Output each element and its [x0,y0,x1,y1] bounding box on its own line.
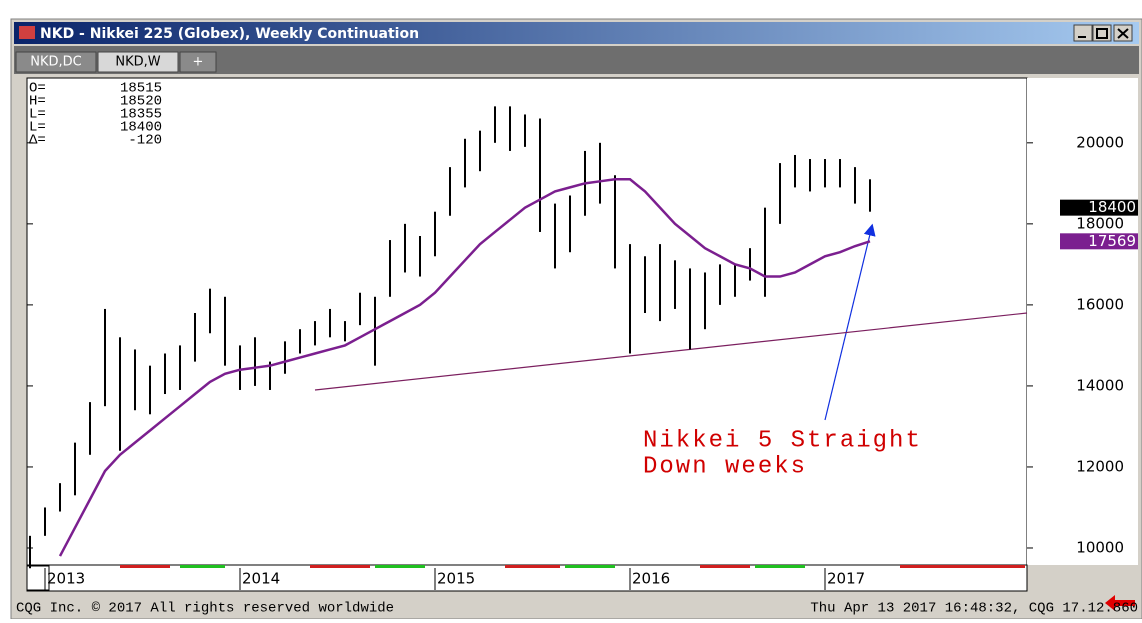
quote-label: H= [29,94,46,110]
last-value-box [1060,233,1138,250]
quote-value: 18520 [120,94,162,110]
tab[interactable] [97,51,179,73]
window-buttons[interactable] [1073,24,1133,42]
quote-label: Δ= [29,133,46,149]
corner-box [26,565,50,591]
period-strip [120,565,1025,568]
y-tick-label: 16000 [1076,295,1124,313]
quote-label: L= [29,107,46,123]
x-tick-label: 2017 [827,570,865,588]
x-tick-label: 2015 [437,570,475,588]
y-tick-label: 12000 [1076,457,1124,475]
quote-value: 18515 [120,81,162,97]
footer-right: Thu Apr 13 2017 16:48:32, CQG 17.12.860 [810,601,1138,617]
tab-label: NKD,W [115,55,160,70]
price-axis [1027,78,1138,565]
last-value-label: 18400 [1088,198,1136,216]
y-tick-label: 10000 [1076,538,1124,556]
app-icon [19,26,35,39]
scroll-arrow[interactable] [1105,595,1135,611]
tab[interactable] [15,51,97,73]
title-bar [14,22,1139,44]
annotation-line: Nikkei 5 Straight [643,427,922,454]
plot-area [26,77,1028,566]
tab-label: NKD,DC [30,55,81,70]
quote-value: 18400 [120,120,162,136]
annotation-arrow [824,223,876,421]
y-tick-label: 20000 [1076,133,1124,151]
y-tick-label: 14000 [1076,376,1124,394]
window-title: NKD - Nikkei 225 (Globex), Weekly Contin… [40,26,419,42]
footer-left: CQG Inc. © 2017 All rights reserved worl… [16,601,394,617]
quote-value: -120 [128,133,162,149]
y-tick-label: 18000 [1076,214,1124,232]
last-value-label: 17569 [1088,232,1136,250]
moving-average [58,178,871,557]
x-tick-label: 2014 [242,570,280,588]
quote-label: O= [29,81,46,97]
quote-label: L= [29,120,46,136]
annotation-line: Down weeks [643,453,807,480]
x-tick-label: 2016 [632,570,670,588]
button-glyphs [1078,28,1129,39]
last-value-box [1060,199,1138,216]
x-tick-label: 2013 [47,570,85,588]
trendline [314,312,1028,391]
minimize-button[interactable] [1073,24,1093,42]
tab-label: + [193,55,204,70]
quote-value: 18355 [120,107,162,123]
tab[interactable] [179,51,217,73]
time-axis [26,564,1028,592]
